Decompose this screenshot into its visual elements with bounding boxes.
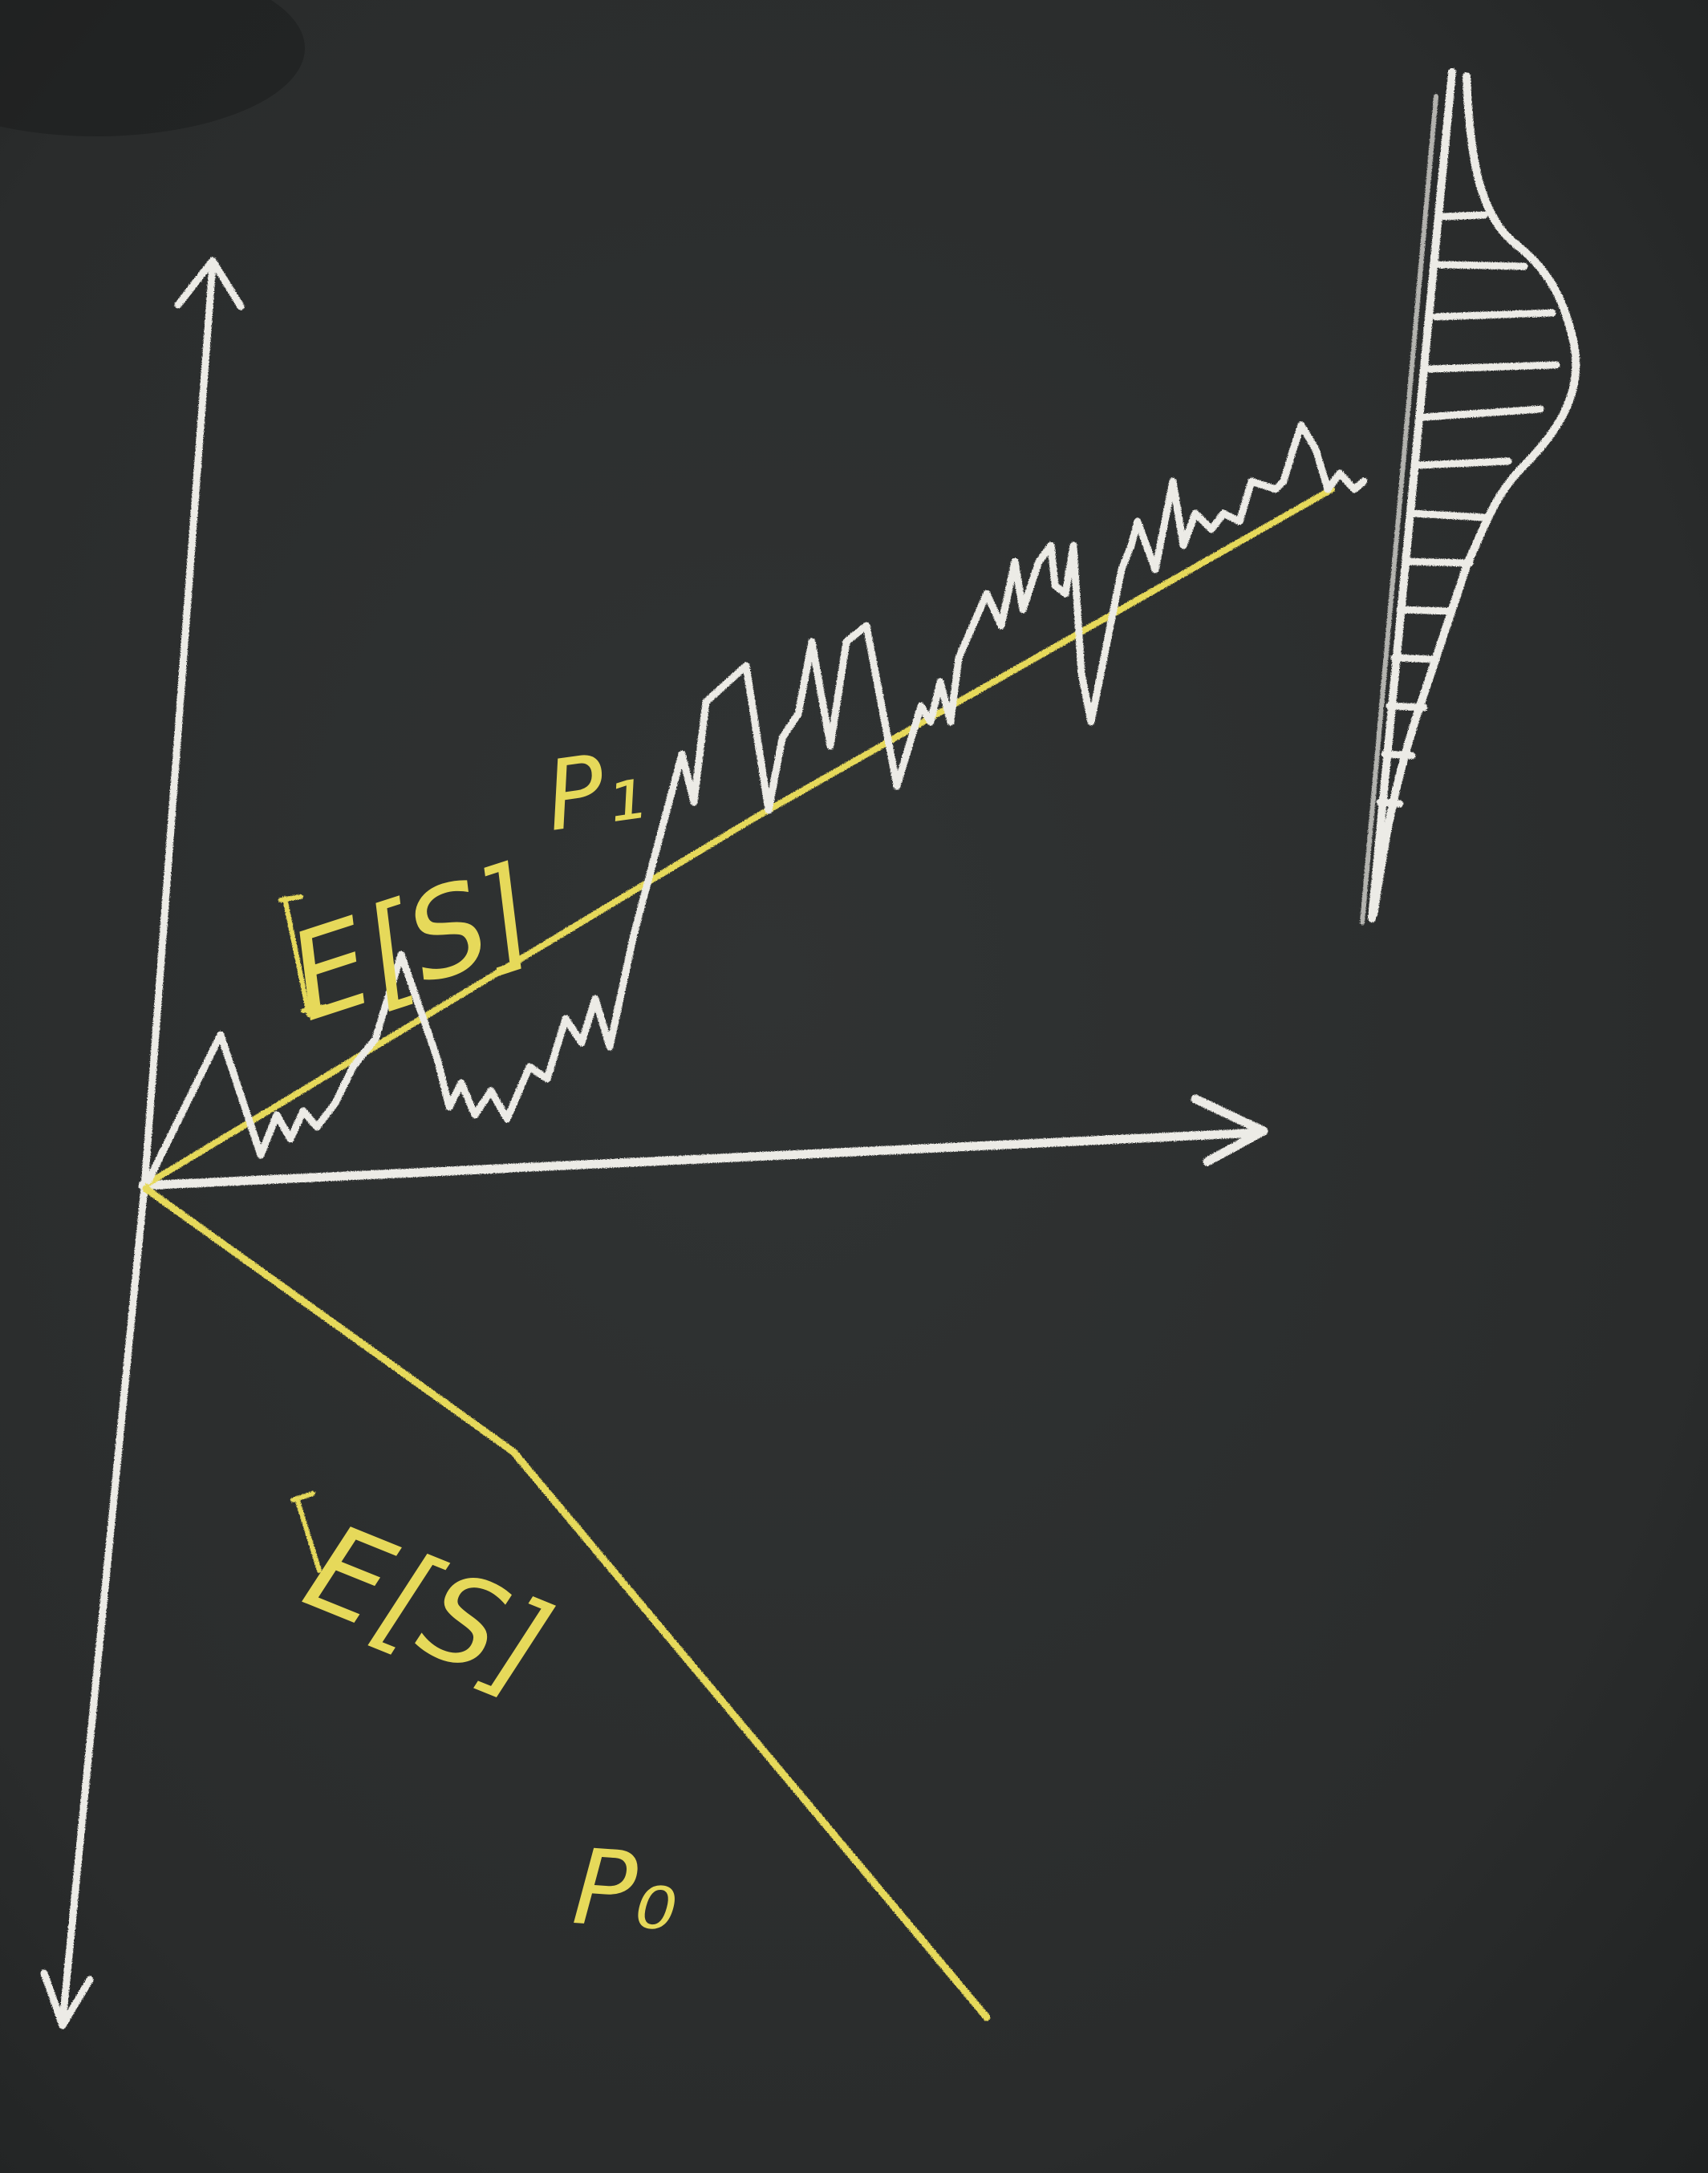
p1-label: P₁ bbox=[539, 729, 651, 853]
random-walk-path bbox=[144, 421, 1368, 1185]
expected-value-line-upper bbox=[145, 486, 1335, 1186]
distribution-axis-line-right bbox=[1360, 94, 1438, 925]
lower-axis-down bbox=[40, 1183, 148, 2029]
expected-value-line-lower bbox=[142, 1185, 991, 2021]
board-smudge bbox=[0, 0, 305, 136]
upper-label-frame bbox=[278, 894, 327, 1017]
lower-label-frame bbox=[290, 1491, 322, 1573]
distribution-axis-line bbox=[1368, 68, 1456, 922]
p0-label: P₀ bbox=[569, 1826, 682, 1955]
distribution-hatching bbox=[1376, 211, 1560, 808]
horizontal-axis-right bbox=[138, 1094, 1268, 1190]
vertical-axis-up bbox=[140, 257, 245, 1191]
